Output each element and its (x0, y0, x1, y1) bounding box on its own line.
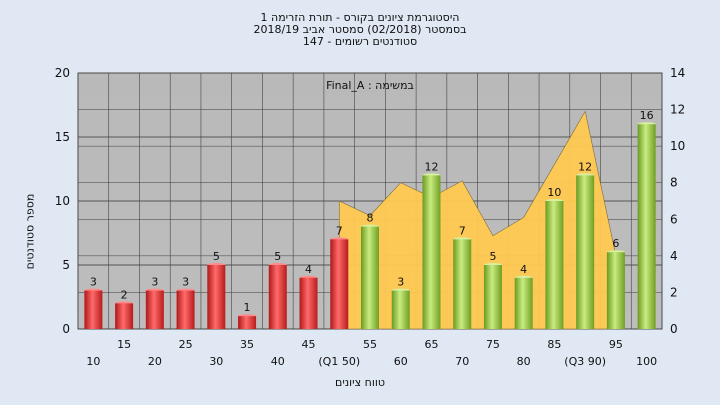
y2-tick-label: 6 (670, 212, 678, 226)
chart-title-line2: בסמסטר (02/2018) סמסטר אביב 2018/19 (253, 23, 467, 36)
y2-tick-label: 14 (670, 66, 685, 80)
x-tick-label: 75 (486, 338, 500, 351)
bar-value-label: 7 (336, 224, 343, 237)
chart-title-line1: היסטוגרמת ציונים בקורס - תורת הזרימה 1 (260, 11, 460, 24)
bar-value-label: 5 (274, 250, 281, 263)
x-tick-label: (Q3 90) (564, 355, 606, 368)
y2-tick-label: 10 (670, 139, 685, 153)
x-tick-label: 20 (148, 355, 162, 368)
bar-value-label: 8 (367, 212, 374, 225)
bar-70 (453, 239, 472, 329)
bar-45 (299, 277, 318, 329)
y-tick-label: 15 (55, 130, 70, 144)
x-tick-label: 45 (302, 338, 316, 351)
bar-value-label: 1 (244, 301, 251, 314)
bar-value-label: 10 (547, 186, 561, 199)
x-tick-label: 30 (209, 355, 223, 368)
bar-value-label: 4 (305, 263, 312, 276)
x-tick-label: 35 (240, 338, 254, 351)
bar-(Q1 50) (330, 239, 349, 329)
bar-value-label: 12 (424, 160, 438, 173)
bar-value-label: 4 (520, 263, 527, 276)
y2-tick-label: 2 (670, 285, 678, 299)
bar-value-label: 5 (213, 250, 220, 263)
x-tick-label: 10 (86, 355, 100, 368)
bar-35 (238, 316, 257, 329)
x-tick-label: 15 (117, 338, 131, 351)
y-axis-title: מספר סטודנטים (23, 193, 37, 270)
y2-tick-label: 8 (670, 176, 678, 190)
bar-(Q3 90) (576, 175, 595, 329)
y-tick-label: 5 (62, 258, 70, 272)
bar-80 (514, 277, 533, 329)
bar-30 (207, 265, 226, 329)
bar-value-label: 7 (459, 224, 466, 237)
y2-tick-label: 12 (670, 103, 685, 117)
y-tick-label: 20 (55, 66, 70, 80)
x-tick-label: 40 (271, 355, 285, 368)
bar-60 (391, 290, 410, 329)
bar-value-label: 3 (397, 276, 404, 289)
bar-value-label: 5 (489, 250, 496, 263)
bar-40 (268, 265, 287, 329)
y2-tick-label: 0 (670, 322, 678, 336)
bar-95 (606, 252, 625, 329)
x-tick-label: 55 (363, 338, 377, 351)
bar-65 (422, 175, 441, 329)
x-axis-title: טווח ציונים (335, 376, 385, 389)
bar-10 (84, 290, 103, 329)
bar-value-label: 3 (151, 276, 158, 289)
bar-value-label: 3 (182, 276, 189, 289)
x-tick-label: 95 (609, 338, 623, 351)
bar-55 (361, 226, 379, 329)
x-tick-label: (Q1 50) (318, 355, 360, 368)
x-tick-label: 65 (424, 338, 438, 351)
bar-15 (115, 303, 134, 329)
x-tick-label: 100 (636, 355, 657, 368)
bar-value-label: 6 (612, 237, 619, 250)
bar-100 (637, 124, 656, 329)
chart-title-line3: סטודנטים רשומים - 147 (302, 35, 418, 48)
y2-tick-label: 4 (670, 249, 678, 263)
y-tick-label: 0 (62, 322, 70, 336)
bar-85 (545, 201, 564, 329)
x-tick-label: 25 (179, 338, 193, 351)
bar-75 (483, 265, 502, 329)
x-tick-label: 60 (394, 355, 408, 368)
bar-value-label: 3 (90, 276, 97, 289)
task-annotation: Final_A : במשימה (326, 79, 414, 92)
bar-20 (145, 290, 164, 329)
x-tick-label: 70 (455, 355, 469, 368)
bar-value-label: 2 (121, 288, 128, 301)
x-tick-label: 85 (547, 338, 561, 351)
y-tick-label: 10 (55, 194, 70, 208)
bar-25 (176, 290, 195, 329)
bar-value-label: 12 (578, 160, 592, 173)
bar-value-label: 16 (640, 109, 654, 122)
x-tick-label: 80 (517, 355, 531, 368)
